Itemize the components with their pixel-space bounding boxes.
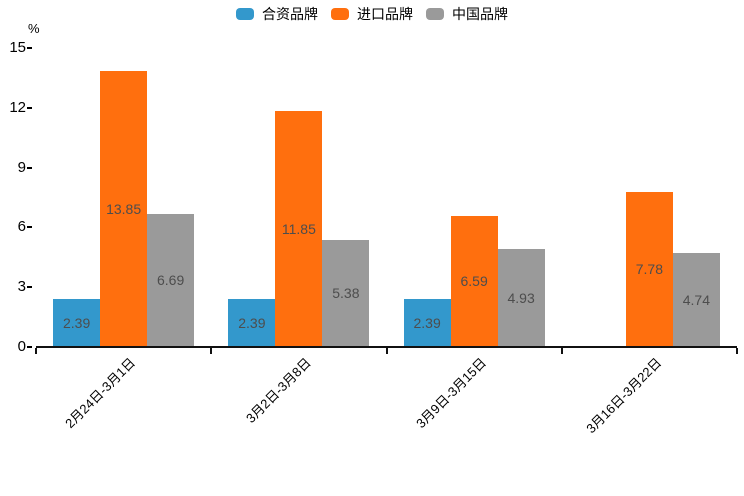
x-axis-tick xyxy=(210,348,213,354)
y-axis-tick xyxy=(27,106,32,109)
legend-label: 中国品牌 xyxy=(452,6,508,22)
x-axis-tick-label: 3月16日-3月22日 xyxy=(582,355,664,437)
legend: 合资品牌 进口品牌 中国品牌 xyxy=(0,7,744,21)
y-axis-tick-label: 0 xyxy=(17,338,26,355)
x-axis-tick xyxy=(385,348,388,354)
y-axis-tick xyxy=(27,47,32,49)
x-axis-tick-label: 2月24日-3月1日 xyxy=(62,355,139,432)
y-axis-tick xyxy=(27,226,32,229)
x-axis-tick xyxy=(736,348,738,354)
bar[interactable] xyxy=(497,248,545,347)
x-axis-tick-label: 3月2日-3月8日 xyxy=(242,355,314,426)
bar-value-label: 13.85 xyxy=(106,200,142,217)
y-axis-tick-label: 12 xyxy=(9,98,26,116)
bar[interactable] xyxy=(322,239,370,347)
bar-value-label: 2.39 xyxy=(63,315,91,332)
bar[interactable] xyxy=(147,213,195,347)
bar[interactable] xyxy=(275,110,323,347)
x-axis-tick-label: 3月9日-3月15日 xyxy=(412,355,489,432)
legend-item-2[interactable]: 进口品牌 xyxy=(331,7,413,21)
bar-value-label: 2.39 xyxy=(238,315,266,332)
legend-label: 进口品牌 xyxy=(357,6,413,22)
y-axis-tick xyxy=(27,346,32,348)
legend-swatch-icon xyxy=(331,8,349,20)
bar[interactable] xyxy=(672,252,720,347)
x-axis-line xyxy=(36,346,737,348)
y-axis-tick xyxy=(27,286,32,289)
bar-value-label: 6.69 xyxy=(157,272,185,289)
y-axis-tick-label: 9 xyxy=(17,158,26,176)
bar[interactable] xyxy=(53,299,101,347)
y-axis-tick-label: 3 xyxy=(17,278,26,296)
y-axis-unit-label: % xyxy=(28,21,40,36)
bar[interactable] xyxy=(450,215,498,347)
y-axis-tick-label: 15 xyxy=(9,39,26,56)
bar[interactable] xyxy=(403,299,451,347)
legend-item-1[interactable]: 合资品牌 xyxy=(236,7,318,21)
bar-value-label: 6.59 xyxy=(460,273,488,290)
legend-swatch-icon xyxy=(426,8,444,20)
y-axis-tick xyxy=(27,166,32,169)
bar-value-label: 11.85 xyxy=(281,220,316,237)
bar[interactable] xyxy=(100,70,148,347)
x-axis-tick xyxy=(560,348,563,354)
legend-swatch-icon xyxy=(236,8,254,20)
bar-value-label: 7.78 xyxy=(635,261,663,278)
bar-value-label: 5.38 xyxy=(332,285,360,302)
bar-value-label: 2.39 xyxy=(413,315,441,332)
bar-value-label: 4.93 xyxy=(507,289,535,306)
bar[interactable] xyxy=(228,299,276,347)
legend-item-3[interactable]: 中国品牌 xyxy=(426,7,508,21)
bar[interactable] xyxy=(625,191,673,347)
bar-value-label: 4.74 xyxy=(682,291,710,308)
y-axis-tick-label: 6 xyxy=(17,218,26,236)
x-axis-tick xyxy=(35,348,37,354)
legend-label: 合资品牌 xyxy=(262,6,318,22)
